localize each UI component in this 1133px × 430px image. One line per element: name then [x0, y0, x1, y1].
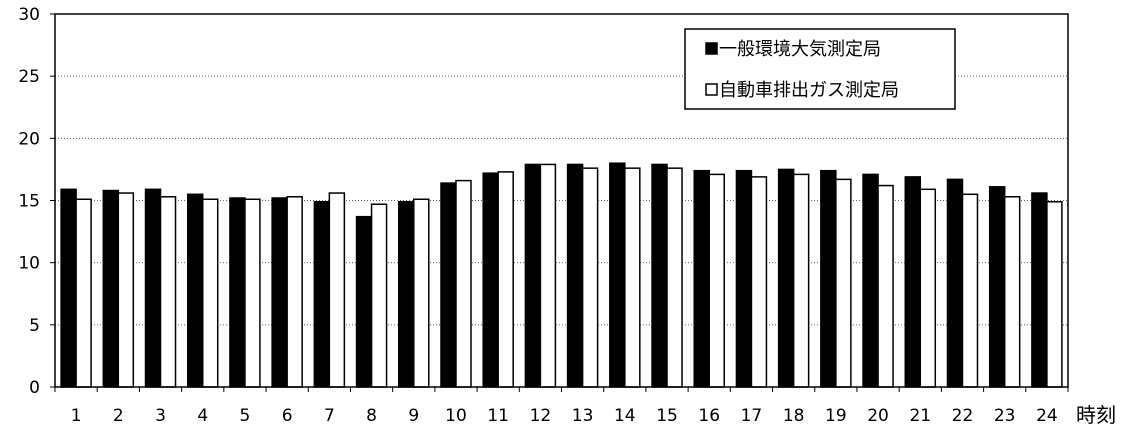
bar-series-1: [693, 169, 710, 388]
bar-series-2: [708, 173, 725, 388]
bar-series-2: [117, 192, 135, 388]
bar-series-1: [609, 162, 626, 388]
bars: [60, 162, 1063, 388]
bar-series-1: [862, 173, 879, 388]
gridlines: [55, 75, 1068, 326]
legend-box: [684, 28, 956, 110]
bar-series-2: [328, 192, 346, 388]
bar-series-2: [497, 171, 514, 388]
x-tick-label: 20: [867, 406, 889, 426]
bar-series-1: [735, 169, 753, 388]
bar-series-2: [919, 188, 937, 388]
bar-series-1: [777, 168, 795, 388]
bar-series-2: [244, 198, 261, 388]
x-tick-labels: 1 2 3 4 5 6 7 8 9 10 11 12 13 14 15 16 17 18 19 20 21 22 23 24: [71, 406, 1058, 426]
x-tick-label: 2: [113, 406, 124, 426]
bar-series-1: [1031, 192, 1048, 388]
legend-swatch-series-2: [705, 83, 718, 96]
axes: [50, 13, 1069, 392]
legend-swatch-series-1: [705, 42, 718, 55]
y-tick-labels: 0 5 10 15 20 25 30: [18, 5, 40, 398]
bar-series-1: [988, 186, 1006, 388]
bar-series-2: [370, 203, 388, 388]
bar-series-2: [201, 198, 219, 388]
bar-series-1: [820, 169, 837, 388]
bar-series-2: [159, 196, 177, 388]
bar-series-2: [1046, 200, 1063, 388]
x-tick-label: 22: [952, 406, 974, 426]
x-tick-label: 15: [656, 406, 678, 426]
x-tick-label: 6: [282, 406, 293, 426]
y-tick-label: 25: [18, 67, 40, 87]
bar-series-1: [566, 163, 584, 388]
y-tick-label: 30: [18, 5, 40, 25]
bar-series-2: [539, 163, 557, 388]
bar-series-1: [186, 193, 204, 388]
x-tick-label: 3: [155, 406, 166, 426]
bar-series-2: [624, 167, 641, 388]
bar-series-1: [904, 176, 922, 388]
bar-series-1: [440, 182, 457, 388]
x-tick-label: 7: [324, 406, 335, 426]
y-tick-label: 20: [18, 129, 40, 149]
bar-series-2: [286, 196, 303, 388]
legend-label-series-1: 一般環境大気測定局: [719, 39, 881, 60]
bar-series-2: [455, 179, 472, 388]
bar-series-1: [355, 215, 373, 388]
y-tick-label: 10: [18, 254, 40, 274]
x-tick-label: 12: [530, 406, 552, 426]
bar-series-1: [651, 163, 668, 388]
bar-series-1: [102, 189, 120, 388]
bar-series-2: [835, 178, 852, 388]
plot-frame: [54, 13, 1069, 388]
x-tick-label: 13: [572, 406, 594, 426]
y-tick-label: 5: [29, 316, 40, 336]
bar-series-1: [271, 197, 288, 388]
x-tick-label: 9: [408, 406, 419, 426]
bar-series-1: [229, 197, 246, 388]
bar-series-2: [1003, 196, 1021, 388]
bar-series-2: [75, 198, 92, 388]
y-tick-label: 0: [29, 378, 40, 398]
bar-series-1: [398, 200, 415, 388]
x-tick-label: 24: [1036, 406, 1058, 426]
x-tick-label: 10: [445, 406, 467, 426]
x-tick-label: 11: [487, 406, 509, 426]
x-tick-label: 8: [366, 406, 377, 426]
bar-series-1: [144, 188, 162, 388]
x-tick-label: 4: [197, 406, 208, 426]
bar-series-2: [750, 176, 768, 388]
x-tick-label: 16: [698, 406, 720, 426]
x-tick-label: 5: [240, 406, 251, 426]
x-tick-label: 14: [614, 406, 636, 426]
legend: 一般環境大気測定局 自動車排出ガス測定局: [684, 28, 956, 110]
bar-series-2: [961, 193, 979, 388]
bar-series-2: [666, 167, 683, 388]
x-tick-label: 21: [909, 406, 931, 426]
legend-label-series-2: 自動車排出ガス測定局: [719, 80, 899, 101]
x-tick-label: 18: [783, 406, 805, 426]
bar-series-2: [877, 184, 894, 388]
bar-series-1: [946, 178, 964, 388]
bar-series-2: [581, 167, 599, 388]
bar-series-1: [313, 200, 331, 388]
y-tick-label: 15: [18, 192, 40, 212]
x-tick-label: 1: [71, 406, 82, 426]
bar-series-1: [482, 172, 499, 388]
bar-series-1: [60, 188, 77, 388]
bar-series-2: [792, 173, 810, 388]
x-tick-label: 17: [741, 406, 763, 426]
bar-series-1: [524, 163, 542, 388]
x-axis-label: 時刻: [1076, 403, 1116, 427]
x-tick-label: 19: [825, 406, 847, 426]
x-tick-label: 23: [994, 406, 1016, 426]
bar-series-2: [413, 198, 430, 388]
